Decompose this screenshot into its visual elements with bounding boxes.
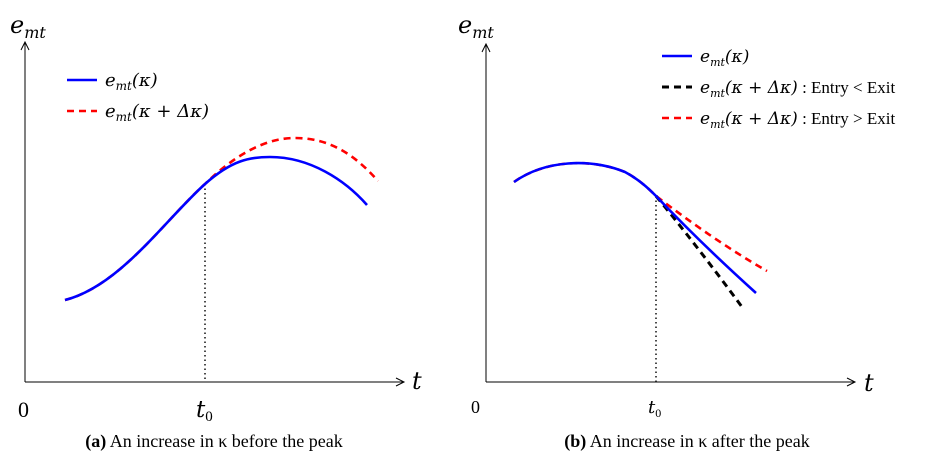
- panel-a-legend-entry-1: emt(κ): [105, 70, 158, 93]
- panel-a-legend: emt(κ) emt(κ + Δκ): [67, 70, 209, 124]
- panel-b-legend-entry-3: emt(κ + Δκ) : Entry > Exit: [700, 109, 895, 131]
- panel-a-y-axis-label: emt: [10, 11, 46, 42]
- panel-b-origin-label: 0: [471, 397, 480, 417]
- panel-b-curve-entry-greater-exit: [513, 161, 768, 273]
- panel-b-t0-label: t0: [648, 397, 661, 420]
- panel-a-caption: (a) An increase in κ before the peak: [85, 431, 342, 452]
- panel-b-y-axis-label: emt: [458, 11, 494, 42]
- panel-b-legend-entry-1: emt(κ): [700, 47, 749, 69]
- panel-a-x-axis-label: t: [412, 367, 422, 395]
- panel-a-legend-entry-2: emt(κ + Δκ): [105, 101, 209, 124]
- panel-b-curve-entry-less-exit: [654, 195, 744, 308]
- panel-a-origin-label: 0: [18, 397, 29, 422]
- panel-b-legend: emt(κ) emt(κ + Δκ) : Entry < Exit emt(κ …: [662, 47, 895, 131]
- panel-a-t0-label: t0: [196, 397, 213, 425]
- panel-a-x-axis-arrow: [395, 377, 406, 387]
- panel-b-legend-entry-2: emt(κ + Δκ) : Entry < Exit: [700, 78, 895, 100]
- panel-a-y-axis-arrow: [20, 40, 30, 51]
- panel-a-curve-kappa: [64, 155, 368, 302]
- panel-b: emt t 0 t0 emt(κ) emt(κ + Δκ) : Entry < …: [458, 11, 895, 452]
- panel-b-caption: (b) An increase in κ after the peak: [564, 431, 809, 452]
- panel-b-curve-kappa: [513, 161, 757, 294]
- panel-b-y-axis-arrow: [481, 42, 491, 53]
- panel-b-x-axis-label: t: [864, 369, 874, 397]
- panel-b-x-axis-arrow: [846, 377, 857, 387]
- panel-a: emt t 0 t0 emt(κ) emt(κ + Δκ) (a) An inc…: [10, 11, 422, 452]
